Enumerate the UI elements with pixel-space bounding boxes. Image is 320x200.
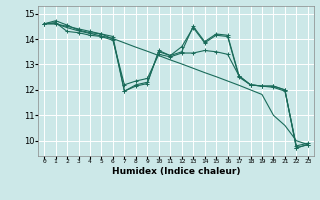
X-axis label: Humidex (Indice chaleur): Humidex (Indice chaleur) <box>112 167 240 176</box>
